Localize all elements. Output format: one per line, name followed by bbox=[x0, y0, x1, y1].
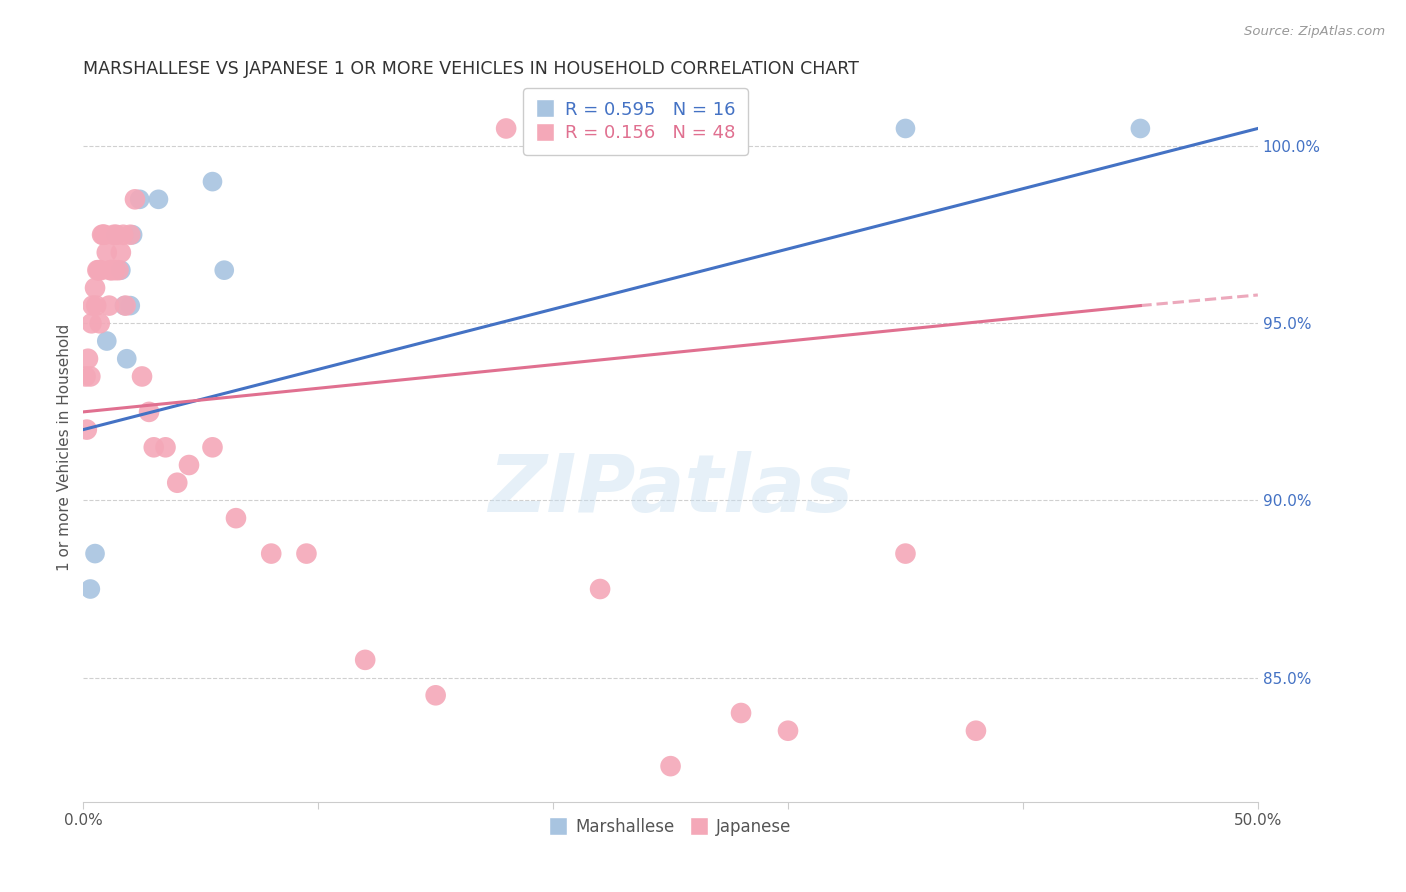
Point bbox=[354, 653, 377, 667]
Point bbox=[124, 192, 146, 206]
Point bbox=[93, 227, 115, 242]
Point bbox=[120, 299, 142, 313]
Point bbox=[131, 369, 153, 384]
Point bbox=[103, 227, 125, 242]
Point bbox=[91, 227, 114, 242]
Point bbox=[225, 511, 247, 525]
Point bbox=[589, 121, 612, 136]
Point bbox=[128, 192, 150, 206]
Point bbox=[114, 299, 136, 313]
Point bbox=[148, 192, 170, 206]
Point bbox=[110, 245, 132, 260]
Point bbox=[776, 723, 799, 738]
Point bbox=[96, 334, 118, 348]
Point bbox=[107, 263, 129, 277]
Point bbox=[142, 440, 165, 454]
Point bbox=[79, 582, 101, 596]
Point bbox=[84, 547, 107, 561]
Point bbox=[212, 263, 235, 277]
Point bbox=[112, 227, 135, 242]
Point bbox=[120, 227, 142, 242]
Point bbox=[82, 299, 104, 313]
Text: Source: ZipAtlas.com: Source: ZipAtlas.com bbox=[1244, 25, 1385, 38]
Point bbox=[90, 263, 112, 277]
Point bbox=[965, 723, 987, 738]
Point bbox=[75, 369, 97, 384]
Point bbox=[105, 227, 128, 242]
Point bbox=[121, 227, 143, 242]
Point bbox=[105, 227, 128, 242]
Point bbox=[77, 351, 100, 366]
Point bbox=[589, 582, 612, 596]
Point bbox=[894, 547, 917, 561]
Point bbox=[1129, 121, 1152, 136]
Point bbox=[104, 263, 127, 277]
Point bbox=[98, 263, 121, 277]
Point bbox=[89, 316, 111, 330]
Point bbox=[110, 263, 132, 277]
Point bbox=[659, 759, 682, 773]
Y-axis label: 1 or more Vehicles in Household: 1 or more Vehicles in Household bbox=[58, 324, 72, 571]
Point bbox=[91, 227, 114, 242]
Point bbox=[100, 263, 122, 277]
Point bbox=[80, 316, 103, 330]
Point bbox=[138, 405, 160, 419]
Point bbox=[86, 263, 108, 277]
Point bbox=[894, 121, 917, 136]
Point bbox=[730, 706, 752, 720]
Point bbox=[112, 299, 135, 313]
Point bbox=[84, 281, 107, 295]
Point bbox=[495, 121, 517, 136]
Point bbox=[260, 547, 283, 561]
Point bbox=[177, 458, 200, 472]
Point bbox=[166, 475, 188, 490]
Point bbox=[201, 440, 224, 454]
Point bbox=[79, 369, 101, 384]
Point bbox=[115, 351, 138, 366]
Point bbox=[84, 299, 107, 313]
Point bbox=[541, 121, 564, 136]
Point bbox=[201, 175, 224, 189]
Text: MARSHALLESE VS JAPANESE 1 OR MORE VEHICLES IN HOUSEHOLD CORRELATION CHART: MARSHALLESE VS JAPANESE 1 OR MORE VEHICL… bbox=[83, 60, 859, 78]
Point bbox=[87, 263, 110, 277]
Point bbox=[295, 547, 318, 561]
Point bbox=[155, 440, 177, 454]
Point bbox=[96, 245, 118, 260]
Point bbox=[425, 688, 447, 702]
Text: ZIPatlas: ZIPatlas bbox=[488, 450, 853, 529]
Legend: Marshallese, Japanese: Marshallese, Japanese bbox=[543, 812, 797, 843]
Point bbox=[98, 299, 121, 313]
Point bbox=[76, 423, 98, 437]
